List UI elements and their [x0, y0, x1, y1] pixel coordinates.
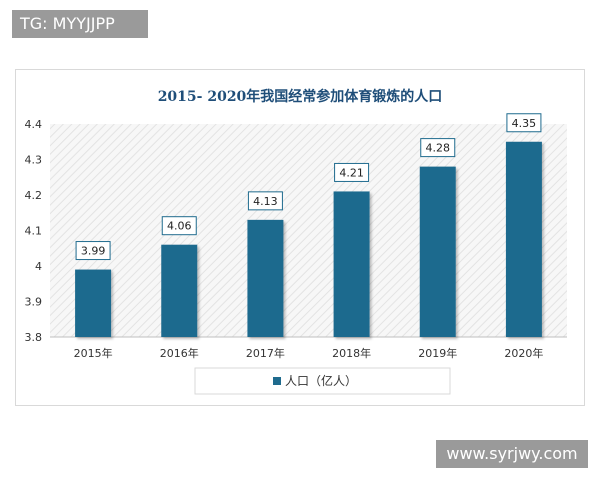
tg-tag-badge: TG: MYYJJPP [12, 10, 148, 38]
bar [505, 141, 542, 337]
bar [75, 269, 112, 337]
bar [161, 244, 198, 337]
chart-title: 2015- 2020年我国经常参加体育锻炼的人口 [158, 88, 443, 105]
data-label: 4.13 [253, 195, 278, 208]
data-label: 4.06 [167, 220, 192, 233]
x-tick-label: 2017年 [246, 346, 285, 360]
data-label-box [420, 138, 456, 158]
plot-area-background [50, 124, 567, 337]
x-axis-ticks: 2015年 2016年 2017年 2018年 2019年 2020年 [74, 346, 544, 360]
legend-swatch [273, 377, 281, 385]
data-label-box [75, 241, 111, 261]
data-label-box [506, 113, 542, 133]
data-label-box [334, 162, 370, 182]
bar [247, 219, 284, 337]
y-tick-label: 3.8 [25, 331, 43, 344]
data-label: 4.21 [339, 166, 364, 179]
y-tick-label: 4.4 [25, 118, 43, 131]
legend-box [194, 367, 451, 395]
data-label: 4.35 [512, 117, 537, 130]
bar [333, 191, 370, 337]
x-tick-label: 2020年 [504, 346, 543, 360]
bars-group: 3.99 4.06 4.13 4.21 4.28 4.35 [75, 113, 542, 337]
y-tick-label: 4 [35, 260, 42, 273]
bar [419, 166, 456, 337]
y-tick-label: 4.3 [25, 154, 43, 167]
y-tick-label: 4.2 [25, 189, 43, 202]
legend-label: 人口（亿人） [285, 373, 357, 388]
x-tick-label: 2019年 [418, 346, 457, 360]
data-label: 3.99 [81, 245, 106, 258]
y-tick-label: 4.1 [25, 225, 43, 238]
y-tick-label: 3.9 [25, 296, 43, 309]
data-label-box [161, 216, 197, 236]
y-axis-ticks: 3.8 3.9 4 4.1 4.2 4.3 4.4 [25, 118, 43, 344]
x-tick-label: 2016年 [160, 346, 199, 360]
x-tick-label: 2018年 [332, 346, 371, 360]
x-tick-label: 2015年 [74, 346, 113, 360]
data-label-box [247, 191, 283, 211]
data-label: 4.28 [426, 142, 451, 155]
site-watermark-badge: www.syrjwy.com [436, 440, 588, 468]
